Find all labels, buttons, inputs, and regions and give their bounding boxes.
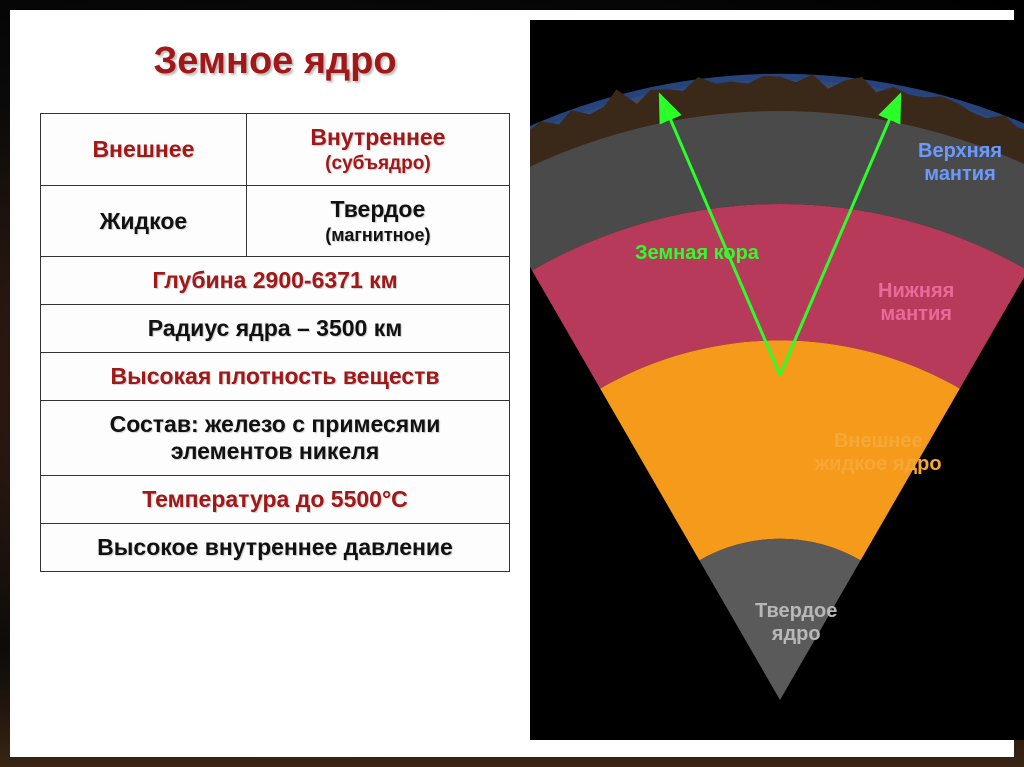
table-row: Глубина 2900-6371 км bbox=[41, 257, 510, 305]
left-panel: Земное ядро Внешнее Внутреннее (субъядро… bbox=[40, 30, 510, 737]
col-header-inner-sub: (субъядро) bbox=[255, 153, 501, 175]
diagram-label: Верхняя мантия bbox=[918, 140, 1002, 186]
right-panel: Верхняя мантияЗемная кораНижняя мантияВн… bbox=[530, 30, 984, 737]
cell-state-inner: Твердое (магнитное) bbox=[246, 186, 509, 257]
diagram-label: Земная кора bbox=[635, 242, 759, 265]
table-row: Высокая плотность веществ bbox=[41, 353, 510, 401]
diagram-label: Твердое ядро bbox=[755, 600, 837, 646]
core-properties-table: Внешнее Внутреннее (субъядро) Жидкое Тве… bbox=[40, 113, 510, 572]
col-header-inner: Внутреннее (субъядро) bbox=[246, 114, 509, 186]
slide-content: Земное ядро Внешнее Внутреннее (субъядро… bbox=[10, 10, 1014, 757]
table-row: Состав: железо с примесями элементов ник… bbox=[41, 401, 510, 476]
table-row: Температура до 5500°С bbox=[41, 476, 510, 524]
earth-wedge-diagram: Верхняя мантия Земная кора Нижняя мантия Вн… bbox=[530, 20, 1024, 740]
diagram-label: Внешнее жидкое ядро bbox=[815, 430, 942, 476]
cell-state-outer: Жидкое bbox=[41, 186, 247, 257]
table-row: Радиус ядра – 3500 км bbox=[41, 305, 510, 353]
col-header-outer: Внешнее bbox=[41, 114, 247, 186]
cell-state-inner-sub: (магнитное) bbox=[255, 225, 501, 246]
cell-state-inner-text: Твердое bbox=[331, 196, 426, 222]
diagram-label: Нижняя мантия bbox=[878, 280, 954, 326]
page-title: Земное ядро bbox=[40, 40, 510, 83]
table-row: Высокое внутреннее давление bbox=[41, 524, 510, 572]
col-header-inner-text: Внутреннее bbox=[310, 124, 445, 150]
